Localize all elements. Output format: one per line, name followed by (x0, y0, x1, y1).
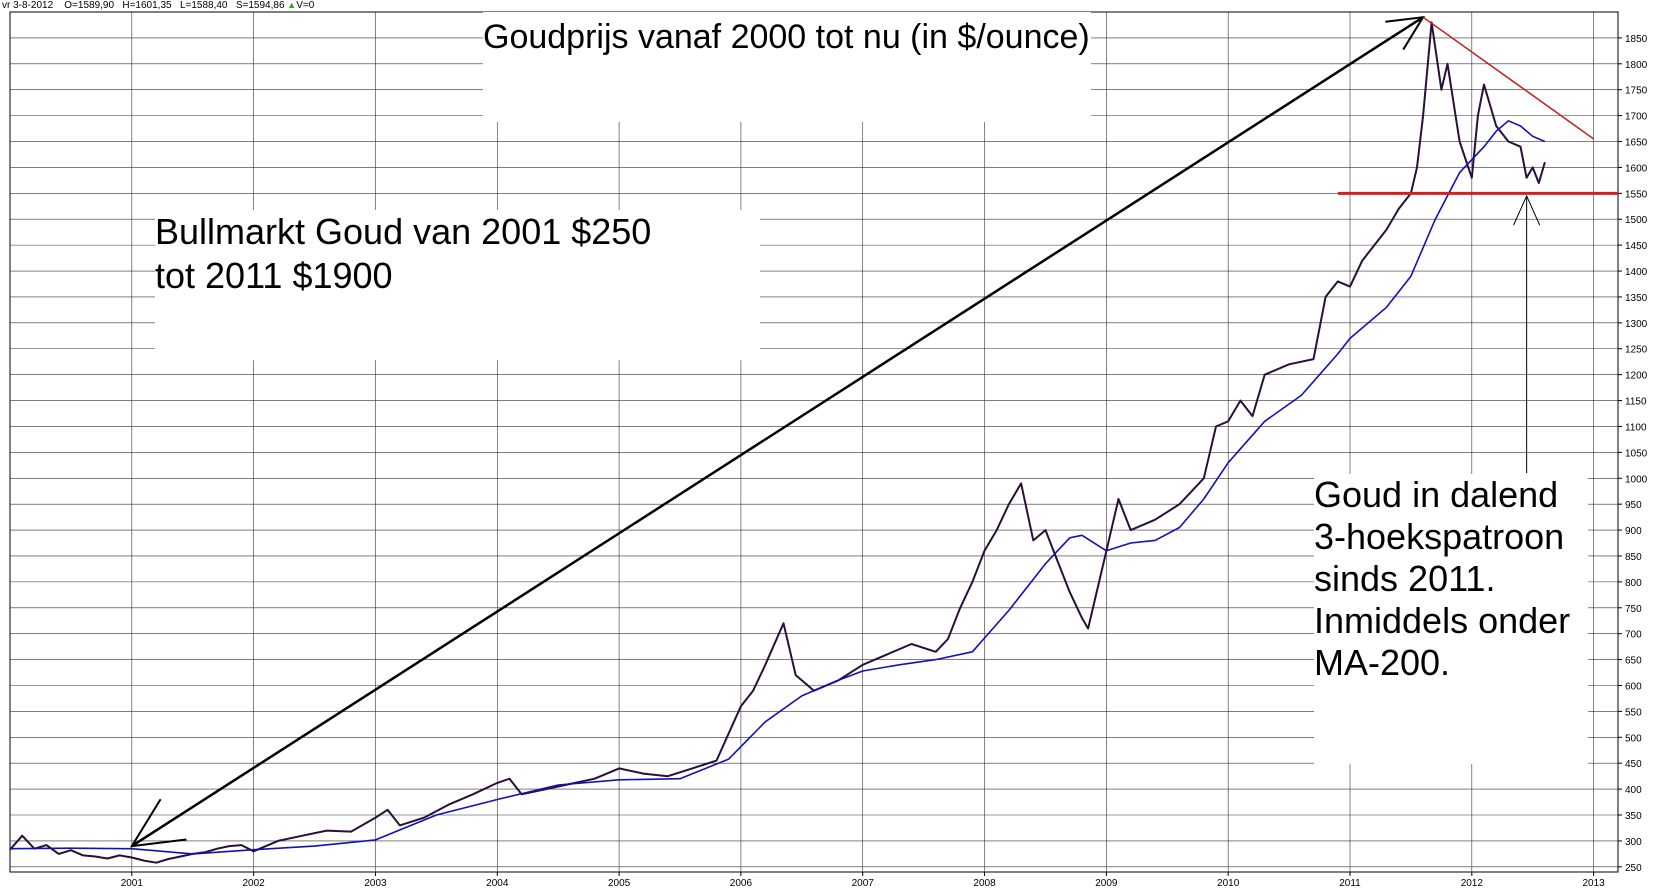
volume-readout: V=0 (296, 0, 315, 11)
y-tick-label: 700 (1625, 630, 1642, 641)
y-tick-label: 250 (1625, 863, 1642, 874)
open-readout: O=1589,90 (64, 0, 115, 11)
x-tick-label: 2001 (121, 878, 144, 889)
y-axis: 250 300 350 400 450 500 550 600 650 700 750 800 850 9… (1618, 34, 1648, 874)
y-tick-label: 1700 (1625, 112, 1648, 123)
x-tick-label: 2010 (1217, 878, 1240, 889)
chart-title-box: Goudprijs vanaf 2000 tot nu (in $/ounce) (483, 12, 1091, 122)
overlay-layer (129, 15, 1618, 848)
triangle-annotation: Goud in dalend 3-hoekspatroon sinds 2011… (1314, 474, 1588, 764)
x-tick-label: 2002 (243, 878, 266, 889)
ma200-line (9, 120, 1546, 855)
y-tick-label: 1200 (1625, 371, 1648, 382)
triangle-line-4: Inmiddels onder (1314, 600, 1571, 641)
y-tick-label: 500 (1625, 733, 1642, 744)
y-tick-label: 650 (1625, 656, 1642, 667)
x-tick-label: 2006 (730, 878, 753, 889)
triangle-line-5: MA-200. (1314, 642, 1451, 683)
bullmarket-line-2: tot 2011 $1900 (155, 255, 393, 296)
close-readout: S=1594,86 (235, 0, 285, 11)
y-tick-label: 1650 (1625, 138, 1648, 149)
y-tick-label: 300 (1625, 837, 1642, 848)
y-tick-label: 900 (1625, 526, 1642, 537)
high-readout: H=1601,35 (122, 0, 172, 11)
y-tick-label: 1000 (1625, 474, 1648, 485)
x-tick-label: 2007 (852, 878, 875, 889)
bullmarket-line-1: Bullmarkt Goud van 2001 $250 (155, 211, 652, 252)
x-tick-label: 2003 (364, 878, 387, 889)
up-triangle-icon: ▲ (287, 0, 297, 10)
triangle-line-2: 3-hoekspatroon (1314, 516, 1565, 557)
y-tick-label: 1500 (1625, 215, 1648, 226)
y-tick-label: 1100 (1625, 422, 1647, 433)
x-axis: 2001 2002 2003 2004 2005 2006 2007 2008 2009 2010… (121, 872, 1606, 889)
gold-price-line (9, 21, 1546, 864)
triangle-line-3: sinds 2011. (1314, 558, 1496, 599)
arrowhead-top (1385, 15, 1426, 51)
x-tick-label: 2011 (1339, 878, 1361, 889)
x-tick-label: 2013 (1583, 878, 1606, 889)
x-tick-label: 2008 (973, 878, 996, 889)
x-tick-label: 2004 (486, 878, 509, 889)
y-tick-label: 400 (1625, 785, 1642, 796)
triangle-line-1: Goud in dalend (1314, 474, 1559, 515)
y-tick-label: 1550 (1625, 189, 1648, 200)
y-tick-label: 1050 (1625, 448, 1648, 459)
resistance-trendline (1422, 16, 1595, 140)
y-tick-label: 1350 (1625, 293, 1648, 304)
y-tick-label: 850 (1625, 552, 1642, 563)
bullmarket-annotation: Bullmarkt Goud van 2001 $250 tot 2011 $1… (155, 210, 760, 360)
y-tick-label: 750 (1625, 604, 1642, 615)
series-layer (9, 21, 1546, 864)
y-tick-label: 1800 (1625, 60, 1648, 71)
y-tick-label: 1150 (1625, 397, 1647, 408)
y-tick-label: 550 (1625, 707, 1642, 718)
x-tick-label: 2009 (1095, 878, 1118, 889)
x-tick-label: 2005 (608, 878, 631, 889)
date-readout: vr 3-8-2012 (2, 0, 54, 11)
y-tick-label: 1300 (1625, 319, 1648, 330)
y-tick-label: 1400 (1625, 267, 1648, 278)
y-tick-label: 1600 (1625, 163, 1648, 174)
y-tick-label: 1450 (1625, 241, 1648, 252)
y-tick-label: 600 (1625, 681, 1642, 692)
long-arrow-line (131, 16, 1424, 848)
y-tick-label: 800 (1625, 578, 1642, 589)
y-tick-label: 950 (1625, 500, 1642, 511)
x-tick-label: 2012 (1461, 878, 1484, 889)
y-tick-label: 1750 (1625, 86, 1648, 97)
chart-title: Goudprijs vanaf 2000 tot nu (in $/ounce) (483, 18, 1090, 56)
low-readout: L=1588,40 (179, 0, 228, 11)
arrowhead-bottom (129, 798, 187, 848)
ohlc-readout: vr 3-8-2012 O=1589,90 H=1601,35 L=1588,4… (2, 0, 314, 11)
y-tick-label: 1250 (1625, 345, 1648, 356)
y-tick-label: 350 (1625, 811, 1642, 822)
y-tick-label: 1850 (1625, 34, 1648, 45)
short-arrowhead (1513, 194, 1541, 226)
y-tick-label: 450 (1625, 759, 1642, 770)
